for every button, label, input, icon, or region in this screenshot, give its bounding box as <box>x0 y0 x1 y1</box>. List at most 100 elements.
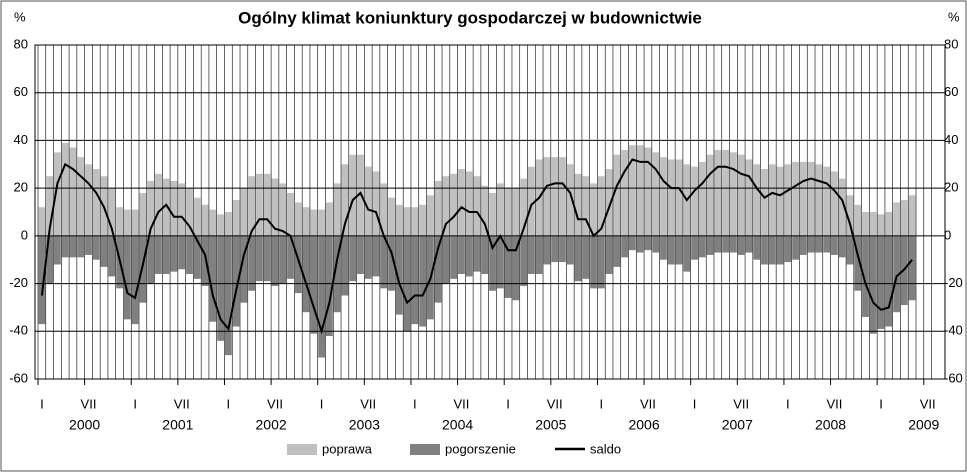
bar <box>722 149 730 236</box>
bar <box>652 152 660 236</box>
bar <box>815 235 823 253</box>
bar <box>496 235 504 289</box>
x-tick-label: VII <box>81 396 97 411</box>
bar <box>341 235 349 296</box>
bar <box>582 176 590 236</box>
bar <box>263 173 271 236</box>
bar <box>92 169 100 236</box>
bar <box>566 164 574 236</box>
bar <box>217 235 224 341</box>
bar <box>380 183 388 236</box>
bar <box>737 154 745 236</box>
bar <box>753 235 761 260</box>
bar <box>706 235 714 255</box>
bar <box>61 142 69 236</box>
bar <box>831 171 838 236</box>
y-tick-label: -40 <box>9 323 28 338</box>
bar <box>170 180 178 236</box>
x-tick-label: I <box>227 396 231 411</box>
year-label: 2001 <box>162 417 193 433</box>
bar <box>629 235 636 251</box>
bar <box>636 235 644 253</box>
bar <box>139 235 147 303</box>
legend-label: poprawa <box>322 441 373 456</box>
bar <box>636 145 644 236</box>
bar <box>263 235 271 282</box>
bar <box>108 235 116 277</box>
bar <box>333 235 341 313</box>
y-tick-label: -20 <box>9 275 28 290</box>
bar <box>745 235 753 253</box>
bar <box>411 235 419 325</box>
legend-swatch <box>410 444 440 455</box>
y2-tick-label: 20 <box>944 180 958 195</box>
bar <box>209 209 217 236</box>
bar <box>597 235 605 289</box>
bar <box>660 235 667 260</box>
bar <box>442 176 450 236</box>
year-label: 2009 <box>908 417 939 433</box>
bar <box>543 235 551 265</box>
bar <box>753 164 761 236</box>
bar <box>667 159 675 236</box>
bar <box>403 207 411 236</box>
bar <box>465 171 473 236</box>
bar <box>224 212 232 236</box>
bar <box>325 202 333 236</box>
x-tick-label: I <box>693 396 697 411</box>
bar <box>691 166 698 236</box>
bar <box>77 235 85 258</box>
bar <box>613 235 621 267</box>
bar <box>61 235 69 258</box>
y-tick-label: 0 <box>21 227 28 242</box>
bar <box>372 171 380 236</box>
bar <box>123 209 131 236</box>
bar <box>807 161 815 236</box>
bar <box>364 166 372 236</box>
bar <box>605 169 613 236</box>
bar <box>520 178 528 236</box>
bar <box>419 204 426 236</box>
bar <box>706 154 714 236</box>
bar <box>248 176 256 236</box>
bar <box>675 159 683 236</box>
bar <box>310 235 318 334</box>
bar <box>590 235 597 289</box>
bar <box>108 188 116 236</box>
y-unit: % <box>14 9 26 24</box>
bar <box>667 235 675 265</box>
bar <box>139 192 147 236</box>
y-tick-label: 40 <box>14 132 28 147</box>
bar <box>372 235 380 277</box>
bar <box>256 235 263 282</box>
bar <box>675 235 683 265</box>
x-tick-label: I <box>413 396 417 411</box>
bar <box>481 235 489 275</box>
bar <box>450 173 458 236</box>
bar <box>287 192 294 236</box>
bar <box>302 235 310 313</box>
bar <box>434 235 442 303</box>
x-tick-label: VII <box>826 396 842 411</box>
bar <box>714 235 722 253</box>
legend-swatch <box>287 444 317 455</box>
bar <box>528 235 535 275</box>
bar <box>559 235 566 263</box>
bar <box>691 235 698 260</box>
bar <box>504 235 512 298</box>
y-tick-label: 80 <box>14 36 28 51</box>
bar <box>698 235 706 258</box>
bar <box>776 235 784 265</box>
bar <box>54 152 61 236</box>
bar <box>318 209 325 236</box>
y-tick-label: 60 <box>14 84 28 99</box>
year-label: 2004 <box>442 417 473 433</box>
bar <box>683 235 691 272</box>
bar <box>450 235 458 279</box>
year-label: 2003 <box>349 417 380 433</box>
year-label: 2005 <box>535 417 566 433</box>
bar <box>186 188 193 236</box>
bar <box>434 180 442 236</box>
bar <box>621 149 629 236</box>
